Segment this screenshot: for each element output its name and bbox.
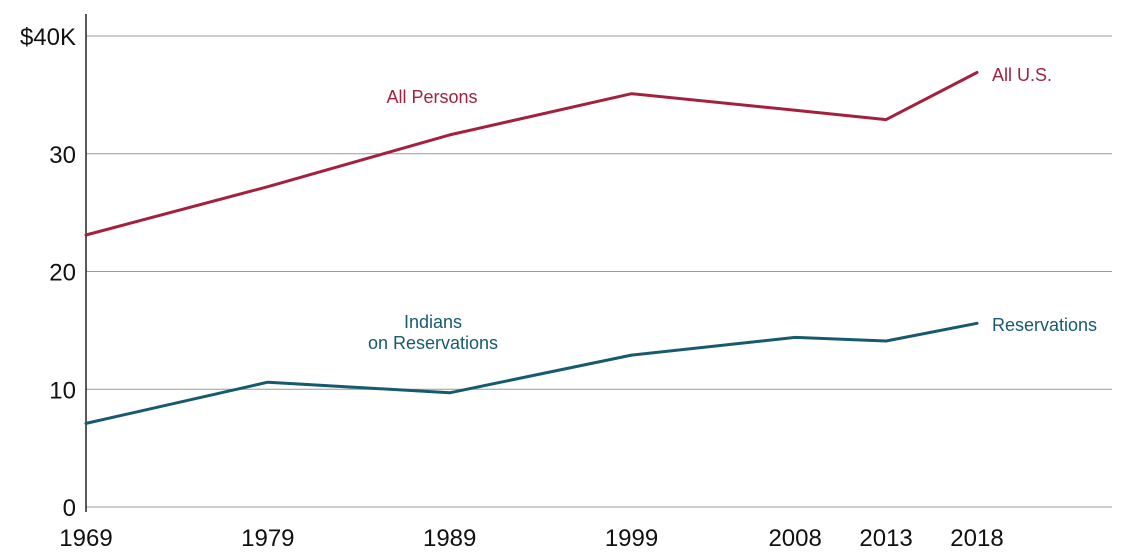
y-tick-label: 20 xyxy=(49,260,76,287)
series-label-indians-line1: Indians xyxy=(404,312,462,332)
y-tick-label: 10 xyxy=(49,377,76,404)
series-label-indians-line2: on Reservations xyxy=(368,333,498,353)
x-tick-label: 1979 xyxy=(241,525,294,552)
series-line-all-persons xyxy=(84,71,979,237)
y-tick-labels: 0 10 20 30 $40K xyxy=(20,24,76,522)
y-tick-label: 0 xyxy=(63,495,76,522)
y-tick-label: 30 xyxy=(49,142,76,169)
x-tick-label: 2008 xyxy=(768,525,821,552)
series-lines xyxy=(84,71,979,425)
x-tick-label: 1989 xyxy=(423,525,476,552)
y-tick-label: $40K xyxy=(20,24,76,51)
series-line-indians-on-reservations xyxy=(84,321,979,425)
series-label-all-persons: All Persons xyxy=(386,87,477,107)
end-label-all-us: All U.S. xyxy=(992,65,1052,85)
x-tick-label: 2013 xyxy=(859,525,912,552)
x-tick-label: 1969 xyxy=(59,525,112,552)
end-label-reservations: Reservations xyxy=(992,315,1097,335)
x-tick-labels: 1969 1979 1989 1999 2008 2013 2018 xyxy=(59,525,1003,552)
x-tick-label: 2018 xyxy=(950,525,1003,552)
gridlines xyxy=(86,35,1112,508)
x-tick-label: 1999 xyxy=(605,525,658,552)
